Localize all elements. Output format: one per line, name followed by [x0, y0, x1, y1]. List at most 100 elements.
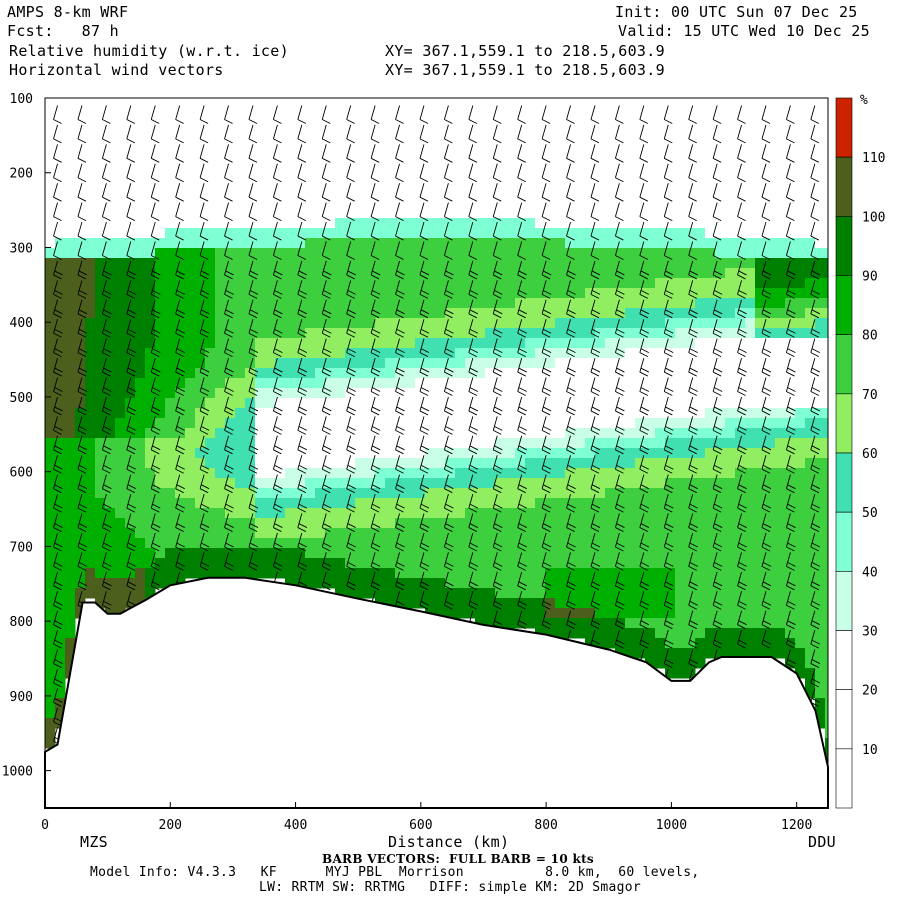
- rh-cell: [645, 448, 656, 459]
- rh-cell: [635, 468, 646, 479]
- rh-cell: [505, 278, 516, 289]
- rh-cell: [525, 348, 536, 359]
- rh-cell: [325, 528, 336, 539]
- rh-cell: [785, 428, 796, 439]
- rh-cell: [55, 548, 66, 559]
- rh-cell: [545, 98, 556, 109]
- rh-cell: [805, 368, 816, 379]
- wind-barb: [492, 338, 503, 358]
- wind-barb: [761, 221, 771, 241]
- rh-cell: [765, 218, 776, 229]
- rh-cell: [405, 298, 416, 309]
- rh-cell: [145, 428, 156, 439]
- rh-cell: [305, 288, 316, 299]
- rh-cell: [735, 508, 746, 519]
- rh-cell: [335, 328, 346, 339]
- rh-cell: [615, 178, 626, 189]
- wind-barb: [492, 124, 502, 144]
- rh-cell: [545, 138, 556, 149]
- wind-barb: [566, 183, 575, 202]
- wind-barb: [199, 474, 210, 494]
- wind-barb: [737, 396, 747, 416]
- rh-cell: [355, 278, 366, 289]
- rh-cell: [535, 418, 546, 429]
- rh-cell: [825, 498, 828, 509]
- rh-cell: [85, 168, 96, 179]
- wind-barb: [77, 513, 88, 532]
- rh-cell: [145, 218, 156, 229]
- rh-cell: [425, 108, 436, 119]
- rh-cell: [705, 318, 716, 329]
- rh-cell: [635, 438, 646, 449]
- rh-cell: [455, 198, 466, 209]
- rh-cell: [365, 98, 376, 109]
- rh-cell: [255, 458, 266, 469]
- rh-cell: [625, 168, 636, 179]
- rh-cell: [215, 268, 226, 279]
- rh-cell: [735, 408, 746, 419]
- rh-cell: [815, 508, 826, 519]
- rh-cell: [85, 368, 96, 379]
- rh-cell: [275, 498, 286, 509]
- rh-cell: [515, 488, 526, 499]
- rh-cell: [255, 328, 266, 339]
- wind-barb: [541, 532, 552, 552]
- rh-cell: [385, 418, 396, 429]
- wind-barb: [541, 377, 552, 396]
- rh-cell: [785, 418, 796, 429]
- wind-barb: [443, 571, 454, 591]
- rh-cell: [535, 128, 546, 139]
- rh-cell: [145, 208, 156, 219]
- rh-cell: [505, 438, 516, 449]
- rh-cell: [425, 568, 436, 579]
- rh-cell: [235, 148, 246, 159]
- rh-cell: [565, 478, 576, 489]
- rh-cell: [675, 638, 686, 649]
- wind-barb: [419, 319, 430, 338]
- rh-cell: [445, 488, 456, 499]
- rh-cell: [745, 118, 756, 129]
- rh-cell: [665, 598, 676, 609]
- rh-cell: [615, 258, 626, 269]
- rh-cell: [385, 368, 396, 379]
- rh-cell: [715, 278, 726, 289]
- rh-cell: [335, 238, 346, 249]
- rh-cell: [65, 188, 76, 199]
- rh-cell: [355, 588, 366, 599]
- rh-cell: [475, 548, 486, 559]
- rh-cell: [635, 558, 646, 569]
- wind-barb: [101, 493, 112, 513]
- rh-cell: [235, 568, 246, 579]
- wind-barb: [712, 493, 723, 513]
- rh-cell: [365, 518, 376, 529]
- rh-cell: [145, 538, 156, 549]
- rh-cell: [505, 618, 516, 629]
- rh-cell: [825, 598, 828, 609]
- wind-barb: [468, 221, 478, 241]
- rh-cell: [605, 588, 616, 599]
- rh-cell: [535, 478, 546, 489]
- wind-barb: [566, 532, 576, 552]
- wind-barb: [150, 183, 160, 202]
- wind-barb: [566, 552, 576, 571]
- rh-cell: [555, 358, 566, 369]
- rh-cell: [315, 338, 326, 349]
- rh-cell: [795, 458, 806, 469]
- wind-barb: [566, 396, 576, 416]
- rh-cell: [55, 698, 66, 709]
- rh-cell: [415, 398, 426, 409]
- rh-cell: [665, 378, 676, 389]
- rh-cell: [325, 478, 336, 489]
- rh-cell: [805, 248, 816, 259]
- rh-cell: [355, 418, 366, 429]
- rh-cell: [225, 558, 236, 569]
- rh-cell: [505, 488, 516, 499]
- wind-barb: [126, 124, 136, 144]
- rh-cell: [565, 488, 576, 499]
- rh-cell: [165, 568, 176, 579]
- rh-cell: [335, 508, 346, 519]
- field-title-2: Horizontal wind vectors: [9, 61, 224, 79]
- rh-cell: [405, 118, 416, 129]
- rh-cell: [475, 578, 486, 589]
- rh-cell: [345, 138, 356, 149]
